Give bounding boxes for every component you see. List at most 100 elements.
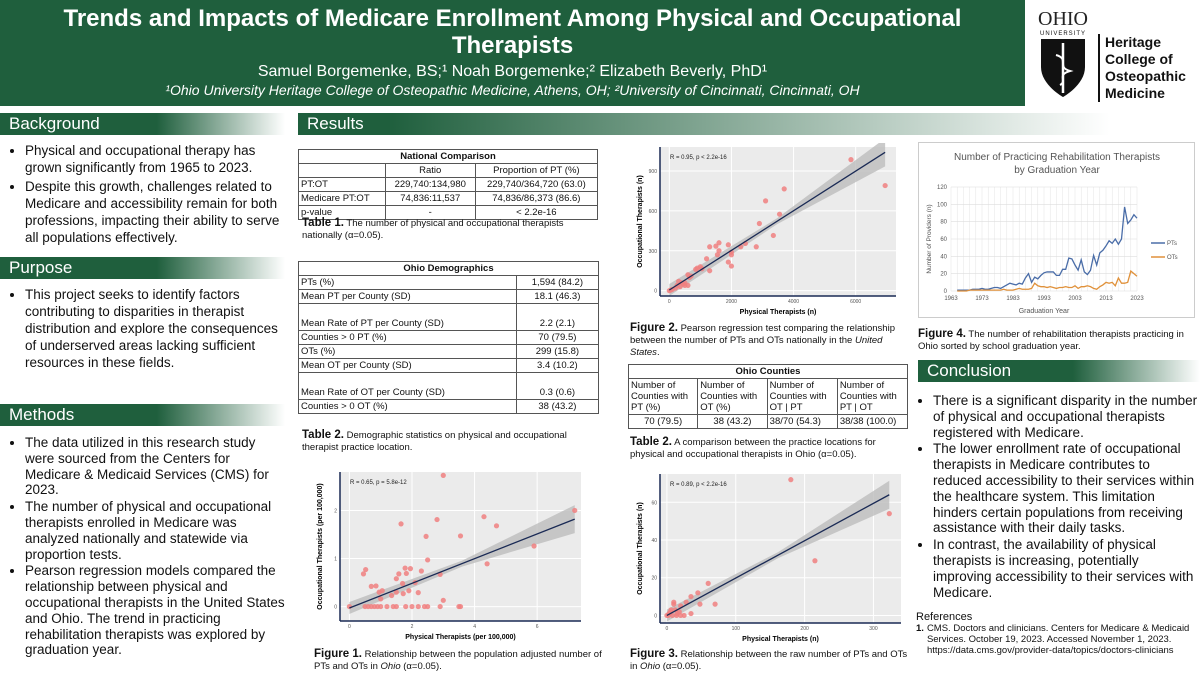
table-title: Ohio Demographics: [298, 261, 599, 276]
data-point: [707, 244, 713, 250]
caption-text: (α=0.05).: [660, 661, 702, 672]
x-tick-label: 6000: [850, 299, 861, 305]
data-point: [728, 252, 735, 258]
conclusion-section: There is a significant disparity in the …: [916, 393, 1200, 601]
cell: Counties > 0 OT (%): [298, 399, 517, 414]
data-point: [425, 603, 431, 610]
data-point: [716, 248, 722, 254]
cell: 74,836/86,373 (86.6): [474, 191, 599, 206]
data-point: [671, 601, 677, 607]
data-point: [728, 263, 735, 269]
reference-text: CMS. Doctors and clinicians. Centers for…: [926, 623, 1190, 645]
x-tick-label: 6: [536, 624, 539, 630]
data-point: [425, 557, 431, 563]
cell: 18.1 (46.3): [515, 289, 600, 304]
list-item: Despite this growth, challenges related …: [25, 178, 288, 246]
caption-label: Table 1.: [302, 217, 344, 229]
reference-link[interactable]: https://data.cms.gov/provider-data/topic…: [926, 645, 1174, 656]
data-point: [407, 566, 414, 572]
data-point: [688, 593, 694, 600]
x-tick-label: 200: [800, 626, 809, 632]
data-point: [493, 523, 500, 529]
data-point: [368, 583, 374, 589]
table-title: Ohio Counties: [628, 364, 908, 379]
figure3-scatter: 0 100 200 300 0 20 40 60 R = 0.89, p < 2.2e-16 Ph…: [637, 474, 901, 643]
logo-line: Osteopathic: [1105, 68, 1186, 84]
list-item: There is a significant disparity in the …: [933, 393, 1200, 440]
data-point: [781, 186, 787, 192]
table-row: p-value - < 2.2e-16: [298, 205, 599, 220]
table-row: Mean Rate of PT per County (SD) 2.2 (2.1): [298, 303, 600, 331]
table2-caption: Table 2. Demographic statistics on physi…: [302, 429, 602, 454]
x-tick-label: 0: [348, 624, 351, 630]
x-tick-label: 1963: [944, 296, 958, 302]
data-point: [531, 543, 537, 549]
data-point: [396, 571, 402, 577]
shield-icon: [1041, 39, 1085, 97]
list-item: The lower enrollment rate of occupationa…: [933, 441, 1200, 536]
data-point: [770, 232, 776, 239]
data-point: [714, 252, 721, 258]
cell: 70 (79.5): [515, 330, 600, 345]
data-point: [680, 281, 686, 287]
data-point: [886, 511, 892, 517]
methods-section: The data utilized in this research study…: [8, 435, 288, 659]
data-point: [406, 588, 412, 594]
references-title: References: [916, 611, 973, 623]
ohio-demographics-table: Ohio Demographics PTs (%) 1,594 (84.2) Mea…: [298, 261, 600, 414]
purpose-heading: Purpose: [0, 257, 285, 279]
figure4-caption: Figure 4. The number of rehabilitation t…: [918, 328, 1198, 353]
data-point: [673, 612, 680, 619]
legend-label: OTs: [1167, 255, 1178, 261]
data-point: [716, 240, 722, 246]
table-row: Mean OT per County (SD) 3.4 (10.2): [298, 358, 600, 373]
y-tick-label: 0: [944, 289, 948, 295]
data-point: [678, 612, 684, 619]
y-tick-label: 100: [937, 202, 948, 208]
table-row: OTs (%) 299 (15.8): [298, 344, 600, 359]
figure2-scatter: 0 2000 4000 6000 0 300 600 900 R = 0.95, p < 2.2…: [637, 143, 896, 316]
cell: Mean Rate of OT per County (SD): [298, 372, 517, 400]
cell: Medicare PT:OT: [298, 191, 386, 206]
x-tick-label: 0: [665, 626, 668, 632]
table3-caption: Table 2. A comparison between the practi…: [630, 436, 910, 461]
data-point: [360, 571, 367, 577]
series-line-ots: [957, 269, 1138, 292]
table-row: Medicare PT:OT 74,836:11,537 74,836/86,373…: [298, 191, 599, 206]
data-point: [398, 521, 404, 527]
references: References 1. CMS. Doctors and clinician…: [916, 611, 1196, 657]
cell: 38 (43.2): [515, 399, 600, 414]
cell: 38/70 (54.3): [766, 414, 838, 429]
regression-line: [349, 518, 575, 609]
data-point: [882, 182, 888, 189]
data-point: [703, 256, 710, 262]
affiliations: ¹Ohio University Heritage College of Ost…: [165, 82, 860, 98]
x-tick-label: 300: [869, 626, 878, 632]
data-point: [481, 514, 487, 520]
cell: 229,740:134,980: [384, 177, 476, 192]
cell: 70 (79.5): [627, 414, 699, 429]
y-axis-label: Occupational Therapists (n): [637, 175, 644, 268]
data-point: [725, 259, 731, 265]
caption-text: (α=0.05).: [400, 661, 442, 672]
data-point: [753, 244, 759, 250]
table-row: PTs (%) 1,594 (84.2): [298, 275, 600, 290]
x-tick-label: 2013: [1099, 296, 1113, 302]
logo-line: College of: [1105, 51, 1173, 67]
x-tick-label: 2023: [1130, 296, 1144, 302]
cell: Counties > 0 PT (%): [298, 330, 517, 345]
data-point: [384, 603, 390, 610]
cell: PTs (%): [298, 275, 517, 290]
cell: < 2.2e-16: [474, 205, 599, 220]
regression-line: [668, 151, 886, 291]
caption-text: The number of rehabilitation therapists …: [918, 329, 1184, 352]
y-tick-label: 60: [940, 237, 947, 243]
caption-em: Ohio: [640, 661, 661, 672]
data-point: [373, 583, 379, 589]
regression-line: [666, 494, 890, 617]
data-point: [389, 592, 395, 599]
x-axis-label: Physical Therapists (per 100,000): [405, 634, 516, 641]
cell: 38 (43.2): [697, 414, 768, 429]
caption-text: .: [656, 347, 660, 358]
y-tick-label: 20: [940, 272, 947, 278]
